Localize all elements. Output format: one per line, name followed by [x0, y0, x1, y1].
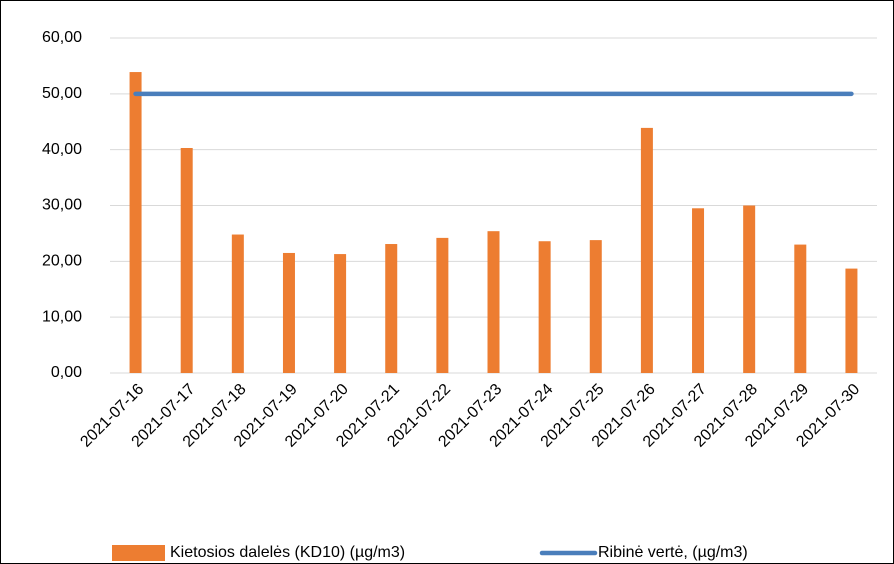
- bar: [589, 240, 602, 373]
- y-tick-label: 0,00: [51, 364, 82, 381]
- y-tick-label: 40,00: [42, 141, 82, 158]
- bar: [129, 72, 142, 373]
- y-tick-label: 10,00: [42, 308, 82, 325]
- bar: [385, 244, 398, 373]
- y-tick-label: 30,00: [42, 197, 82, 214]
- bar: [538, 241, 551, 373]
- bar: [845, 268, 858, 373]
- y-tick-label: 60,00: [42, 29, 82, 46]
- bar: [180, 147, 193, 373]
- bar: [487, 231, 500, 373]
- legend-swatch: [112, 545, 165, 561]
- bar: [231, 234, 244, 373]
- bar: [334, 254, 347, 373]
- bar: [794, 244, 807, 373]
- y-tick-label: 20,00: [42, 253, 82, 270]
- bar: [640, 127, 653, 374]
- y-tick-label: 50,00: [42, 85, 82, 102]
- legend-label: Kietosios dalelės (KD10) (µg/m3): [170, 544, 405, 561]
- bar: [436, 237, 449, 373]
- bar: [692, 208, 705, 373]
- legend-label: Ribinė vertė, (µg/m3): [598, 544, 748, 561]
- bar: [282, 252, 295, 373]
- bar: [743, 205, 756, 373]
